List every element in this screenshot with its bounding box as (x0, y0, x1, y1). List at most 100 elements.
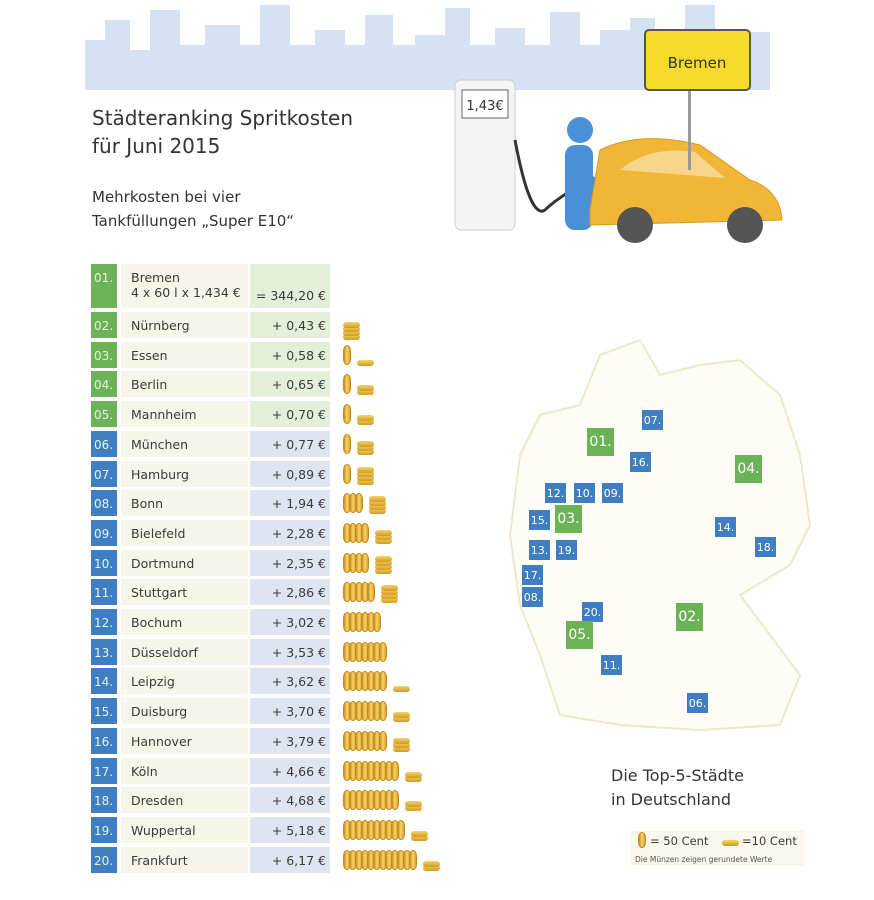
city-name: Frankfurt (121, 846, 248, 873)
cost-value: + 0,77 € (250, 430, 330, 457)
coin-50-cent (391, 760, 399, 781)
coin-50-cent (409, 849, 417, 870)
coin-10-cent (357, 359, 374, 366)
cost-value: + 3,70 € (250, 698, 330, 725)
rank-badge: 02. (91, 312, 117, 338)
rank-badge: 09. (91, 519, 117, 546)
small-coin-icon (722, 840, 739, 846)
table-row: 07. Hamburg + 0,89 € (91, 460, 374, 487)
rank-badge: 15. (91, 698, 117, 725)
table-row: 02. Nürnberg + 0,43 € (91, 312, 360, 340)
coin-10-cent (357, 448, 374, 455)
map-marker: 06. (687, 693, 708, 713)
svg-text:Bremen: Bremen (668, 54, 727, 72)
coin-10-cent (343, 334, 360, 340)
svg-text:1,43€: 1,43€ (466, 99, 503, 114)
table-row: 11. Stuttgart + 2,86 € (91, 579, 398, 606)
map-marker: 18. (755, 537, 776, 557)
small-coin-label: =10 Cent (742, 834, 797, 848)
coin-50-cent (343, 404, 351, 425)
cost-value: + 3,79 € (250, 727, 330, 754)
city-name: Dortmund (121, 549, 248, 576)
coin-10-cent (357, 389, 374, 396)
city-skyline (85, 5, 770, 90)
coin-10-cent (411, 830, 428, 837)
cost-value: + 3,62 € (250, 668, 330, 695)
cost-value: + 2,28 € (250, 519, 330, 546)
city-name: München (121, 430, 248, 457)
map-marker: 12. (545, 483, 566, 503)
coin-50-cent (367, 582, 375, 603)
fuel-pump-car-illustration: 1,43€ Bremen (454, 29, 783, 243)
page-subtitle: Mehrkosten bei vier Tankfüllungen „Super … (92, 188, 295, 230)
rank-badge: 17. (91, 757, 117, 784)
coin-10-cent (381, 585, 398, 592)
rank-badge: 01. (91, 264, 117, 308)
map-marker: 09. (602, 483, 623, 503)
coin-10-cent (393, 737, 410, 744)
coin-10-cent (357, 440, 374, 447)
table-row: 12. Bochum + 3,02 € (91, 609, 381, 635)
big-coin-icon (638, 832, 646, 848)
cost-value: + 0,65 € (250, 371, 330, 398)
table-row: 14. Leipzig + 3,62 € (91, 668, 410, 695)
city-name: Hamburg (121, 460, 248, 487)
coin-10-cent (357, 444, 374, 451)
table-row: 01. Bremen 4 x 60 l x 1,434 € = 344,20 € (91, 264, 330, 308)
coin-10-cent (381, 589, 398, 596)
table-row: 08. Bonn + 1,94 € (91, 490, 386, 517)
coin-10-cent (369, 500, 386, 507)
table-row: 19. Wuppertal + 5,18 € (91, 816, 428, 843)
rank-badge: 04. (91, 371, 117, 398)
big-coin-label: = 50 Cent (650, 834, 709, 848)
map-title: Die Top-5-Städte in Deutschland (611, 766, 744, 809)
cost-value: + 0,70 € (250, 401, 330, 428)
coin-10-cent (375, 563, 392, 570)
coin-50-cent (361, 552, 369, 573)
coin-50-cent (355, 493, 363, 514)
coin-10-cent (411, 834, 428, 841)
cost-value: + 0,43 € (250, 312, 330, 338)
page-title: Städteranking Spritkosten für Juni 2015 (92, 106, 354, 158)
rank-badge: 14. (91, 668, 117, 695)
city-name: Wuppertal (121, 816, 248, 843)
coin-10-cent (375, 567, 392, 574)
coin-10-cent (381, 593, 398, 600)
coin-10-cent (405, 805, 422, 812)
cost-value: + 3,53 € (250, 638, 330, 665)
coin-10-cent (375, 555, 392, 562)
coin-10-cent (343, 330, 360, 336)
city-name: Duisburg (121, 698, 248, 725)
table-row: 16. Hannover + 3,79 € (91, 727, 410, 754)
map-marker: 07. (642, 410, 663, 430)
coin-10-cent (357, 419, 374, 426)
rank-badge: 07. (91, 460, 117, 487)
cost-value: + 6,17 € (250, 846, 330, 873)
rank-badge: 16. (91, 727, 117, 754)
map-marker: 08. (522, 587, 543, 607)
rank-badge: 03. (91, 341, 117, 368)
coin-10-cent (343, 322, 360, 328)
city-name: Dresden (121, 787, 248, 814)
rank-badge: 20. (91, 846, 117, 873)
cost-value: + 3,02 € (250, 609, 330, 635)
city-name: Köln (121, 757, 248, 784)
coin-50-cent (379, 641, 387, 662)
coin-50-cent (379, 701, 387, 722)
rank-badge: 19. (91, 816, 117, 843)
coin-50-cent (379, 730, 387, 751)
coin-10-cent (343, 326, 360, 332)
city-name: Essen (121, 341, 248, 368)
rank-badge: 05. (91, 401, 117, 428)
table-row: 20. Frankfurt + 6,17 € (91, 846, 440, 873)
cost-value: + 5,18 € (250, 816, 330, 843)
coin-10-cent (369, 508, 386, 515)
coin-10-cent (375, 533, 392, 540)
germany-map: 07. 01. 16. 04. 12. 10. 09. 15. 03. 14. 18. 13. 19. 1… (500, 335, 820, 735)
germany-outline (508, 338, 812, 732)
table-row: 15. Duisburg + 3,70 € (91, 698, 410, 725)
rank-badge: 13. (91, 638, 117, 665)
coin-50-cent (379, 671, 387, 692)
coin-10-cent (393, 745, 410, 752)
table-row: 09. Bielefeld + 2,28 € (91, 519, 392, 546)
